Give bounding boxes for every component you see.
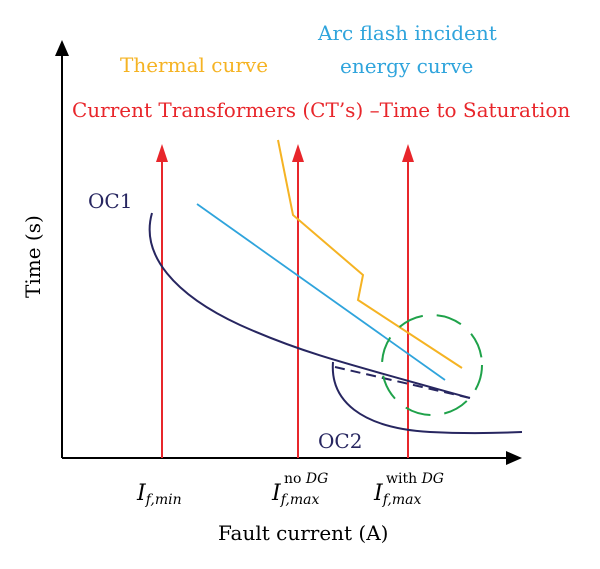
arc-flash-curve [196, 203, 446, 381]
tick-if-max-with-dg-sup: with DG [386, 471, 444, 487]
oc1-dashed-extension [334, 366, 471, 399]
x-axis-arrow-icon [506, 451, 522, 465]
oc2-label: OC2 [318, 429, 362, 453]
coordination-circle [381, 314, 483, 416]
thermal-curve-label: Thermal curve [120, 53, 268, 77]
oc1-label: OC1 [88, 189, 132, 213]
ct-line-if-max-no-dg [292, 144, 304, 458]
oc1-curve [148, 212, 471, 399]
x-axis-label: Fault current (A) [218, 521, 388, 545]
ct-line-if-min [156, 144, 168, 458]
arc-flash-label-line1: Arc flash incident [317, 21, 497, 45]
oc2-curve [331, 361, 523, 435]
thermal-curve [277, 139, 463, 369]
tick-if-max-no-dg: If,max [271, 481, 319, 508]
arc-flash-label-line2: energy curve [340, 54, 473, 78]
tick-if-min: If,min [136, 481, 182, 508]
tick-if-max-no-dg-sup: no DG [284, 471, 328, 487]
ct-label: Current Transformers (CT’s) –Time to Sat… [72, 98, 570, 122]
y-axis-arrow-icon [55, 40, 69, 56]
y-axis-label: Time (s) [21, 215, 45, 298]
tick-if-max-with-dg: If,max [373, 481, 421, 508]
